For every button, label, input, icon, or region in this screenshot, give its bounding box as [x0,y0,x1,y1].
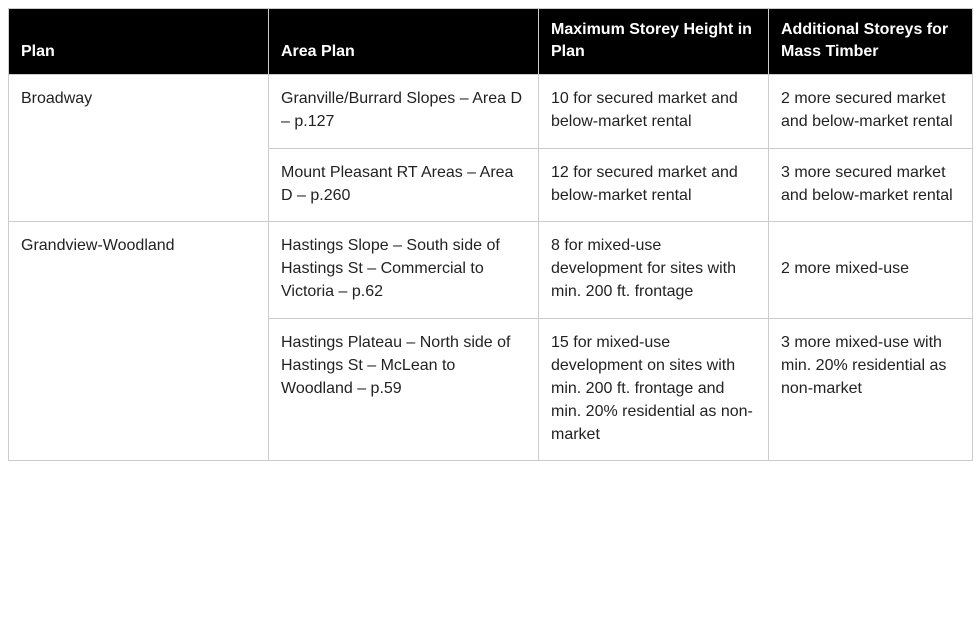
col-header-plan: Plan [9,9,269,75]
cell-additional: 2 more secured market and below-market r… [769,75,973,148]
cell-max-storey: 12 for secured market and below-market r… [539,148,769,221]
col-header-max-storey: Maximum Storey Height in Plan [539,9,769,75]
cell-area-plan: Hastings Slope – South side of Hastings … [269,221,539,318]
cell-additional: 3 more secured market and below-market r… [769,148,973,221]
cell-max-storey: 10 for secured market and below-market r… [539,75,769,148]
cell-plan: Grandview-Woodland [9,221,269,461]
table-row: Broadway Granville/Burrard Slopes – Area… [9,75,973,148]
cell-additional: 3 more mixed-use with min. 20% residenti… [769,318,973,461]
cell-area-plan: Hastings Plateau – North side of Hasting… [269,318,539,461]
cell-plan: Broadway [9,75,269,222]
col-header-additional: Additional Storeys for Mass Timber [769,9,973,75]
cell-area-plan: Granville/Burrard Slopes – Area D – p.12… [269,75,539,148]
table-header-row: Plan Area Plan Maximum Storey Height in … [9,9,973,75]
col-header-area-plan: Area Plan [269,9,539,75]
cell-area-plan: Mount Pleasant RT Areas – Area D – p.260 [269,148,539,221]
table-row: Grandview-Woodland Hastings Slope – Sout… [9,221,973,318]
cell-max-storey: 8 for mixed-use development for sites wi… [539,221,769,318]
storey-height-table: Plan Area Plan Maximum Storey Height in … [8,8,973,461]
cell-additional: 2 more mixed-use [769,221,973,318]
cell-max-storey: 15 for mixed-use development on sites wi… [539,318,769,461]
